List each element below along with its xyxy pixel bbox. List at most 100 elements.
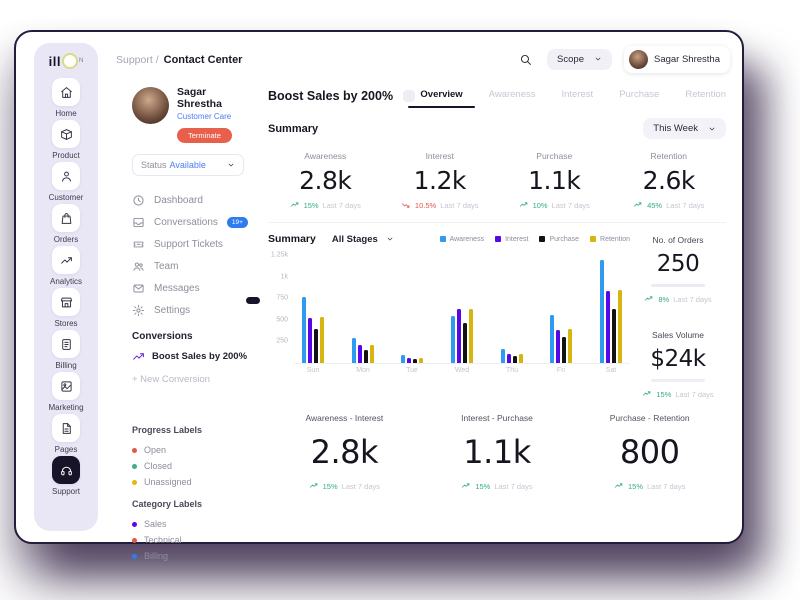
sidebar-item-messages[interactable]: Messages	[132, 277, 254, 299]
breadcrumb-current: Contact Center	[163, 54, 243, 66]
bar-interest[interactable]	[308, 318, 312, 363]
stages-filter-select[interactable]: All Stages	[332, 234, 394, 245]
chart-header: Summary All Stages Awareness Interest Purc…	[268, 233, 630, 245]
sidebar-item-support-tickets[interactable]: Support Tickets	[132, 233, 254, 255]
sidebar-item-team[interactable]: Team	[132, 255, 254, 277]
sidebar-item-conversations[interactable]: Conversations 19+	[132, 211, 254, 233]
brand-logo[interactable]: ill N	[49, 53, 83, 69]
progress-label-open[interactable]: Open	[132, 442, 254, 458]
category-label-sales[interactable]: Sales	[132, 516, 254, 532]
status-select[interactable]: Status Available	[132, 154, 244, 177]
chevron-down-icon	[594, 55, 602, 63]
tab-retention[interactable]: Retention	[685, 89, 726, 100]
chevron-icon	[595, 57, 601, 61]
pages-icon-tile	[52, 414, 80, 442]
tab-interest[interactable]: Interest	[561, 89, 594, 100]
orders-value: 250	[656, 251, 700, 277]
bar-interest[interactable]	[556, 330, 561, 363]
bar-awareness[interactable]	[302, 297, 306, 363]
bar-retention[interactable]	[617, 290, 622, 363]
bar-interest[interactable]	[407, 358, 412, 363]
rail-item-support[interactable]: Support	[48, 456, 83, 496]
sidebar-item-settings[interactable]: Settings	[132, 299, 254, 321]
tab-purchase[interactable]: Purchase	[619, 89, 660, 100]
bar-retention[interactable]	[369, 345, 374, 363]
bar-retention[interactable]	[320, 317, 324, 363]
brand-logo-ring-icon	[62, 53, 78, 69]
conversions-heading: Conversions	[132, 331, 193, 343]
chevron-down-icon	[386, 235, 394, 243]
category-label-technical[interactable]: Technical	[132, 532, 254, 548]
bar-retention[interactable]	[419, 358, 424, 363]
progress-label-closed[interactable]: Closed	[132, 458, 254, 474]
bar-awareness[interactable]	[450, 316, 455, 363]
funnel-metric-awareness-interest: Awareness - Interest 2.8k 15% Last 7 days	[268, 413, 421, 491]
rail-item-marketing[interactable]: Marketing	[48, 372, 84, 412]
legend-interest[interactable]: Interest	[495, 236, 528, 243]
bar-retention[interactable]	[568, 329, 573, 363]
trend-up-icon	[309, 483, 317, 488]
tab-awareness[interactable]: Awareness	[488, 89, 536, 100]
rail-item-analytics[interactable]: Analytics	[48, 246, 83, 286]
legend-swatch-icon	[439, 236, 446, 242]
search-icon[interactable]	[519, 51, 535, 67]
status-label: Status	[141, 160, 167, 171]
bar-awareness[interactable]	[599, 260, 604, 363]
category-label-billing[interactable]: Billing	[132, 548, 254, 564]
rail-item-label: Analytics	[49, 277, 82, 286]
rail-item-pages[interactable]: Pages	[48, 414, 83, 454]
bar-retention[interactable]	[468, 309, 473, 363]
orders-period: Last 7 days	[673, 294, 712, 304]
bar-interest[interactable]	[506, 354, 511, 363]
tab-overview[interactable]: Overview	[408, 89, 475, 108]
period-select[interactable]: This Week	[643, 118, 726, 139]
orders-stat: No. of Orders 250 8% Last 7 days	[630, 235, 726, 304]
bar-purchase[interactable]	[314, 329, 318, 363]
bar-retention[interactable]	[518, 354, 523, 363]
rail-item-stores[interactable]: Stores	[48, 288, 83, 328]
sidebar-item-boost-sales[interactable]: Boost Sales by 200%	[132, 350, 254, 363]
topbar: Support / Contact Center Scope Sagar Shre…	[110, 43, 732, 75]
home-icon-tile	[52, 78, 80, 106]
bar-purchase[interactable]	[462, 323, 467, 363]
scope-select[interactable]: Scope	[547, 48, 612, 70]
bar-purchase[interactable]	[363, 350, 368, 363]
search-icon	[520, 54, 531, 65]
bar-purchase[interactable]	[611, 309, 616, 363]
chevron-icon	[387, 237, 393, 241]
rail-item-home[interactable]: Home	[48, 78, 83, 118]
bar-interest[interactable]	[456, 309, 461, 363]
agent-role-link[interactable]: Customer Care	[176, 112, 232, 122]
rail-item-product[interactable]: Product	[48, 120, 83, 160]
trend-up-icon	[645, 296, 653, 301]
new-conversion-link[interactable]: + New Conversion	[132, 374, 210, 386]
bar-purchase[interactable]	[512, 356, 517, 363]
sidebar-item-dashboard[interactable]: Dashboard	[132, 189, 254, 211]
rail-item-label: Support	[51, 487, 81, 496]
legend-label: Purchase	[549, 235, 580, 243]
bar-awareness[interactable]	[351, 338, 356, 363]
bar-awareness[interactable]	[500, 349, 505, 363]
terminate-button[interactable]: Terminate	[176, 128, 232, 144]
funnel-awareness-interest-period: Last 7 days	[341, 481, 381, 491]
user-menu[interactable]: Sagar Shrestha	[623, 45, 730, 73]
rail-item-customer[interactable]: Customer	[48, 162, 83, 202]
bar-purchase[interactable]	[413, 359, 418, 363]
funnel-label: Interest - Purchase	[461, 413, 533, 423]
legend-awareness[interactable]: Awareness	[439, 236, 484, 243]
orders-trend: 8% Last 7 days	[630, 294, 726, 304]
legend-purchase[interactable]: Purchase	[539, 236, 579, 243]
title-emoji-icon[interactable]	[403, 90, 416, 102]
progress-label-unassigned[interactable]: Unassigned	[132, 474, 254, 490]
bar-purchase[interactable]	[562, 337, 567, 363]
rail-item-orders[interactable]: Orders	[48, 204, 83, 244]
bar-interest[interactable]	[605, 291, 610, 363]
bar-interest[interactable]	[357, 345, 362, 363]
stores-icon	[60, 297, 72, 307]
legend-retention[interactable]: Retention	[590, 236, 630, 243]
bar-awareness[interactable]	[401, 355, 406, 363]
rail-item-billing[interactable]: Billing	[48, 330, 83, 370]
bar-awareness[interactable]	[550, 315, 555, 363]
breadcrumb-parent[interactable]: Support /	[116, 54, 159, 66]
sidebar-scroll-indicator[interactable]	[246, 297, 260, 304]
